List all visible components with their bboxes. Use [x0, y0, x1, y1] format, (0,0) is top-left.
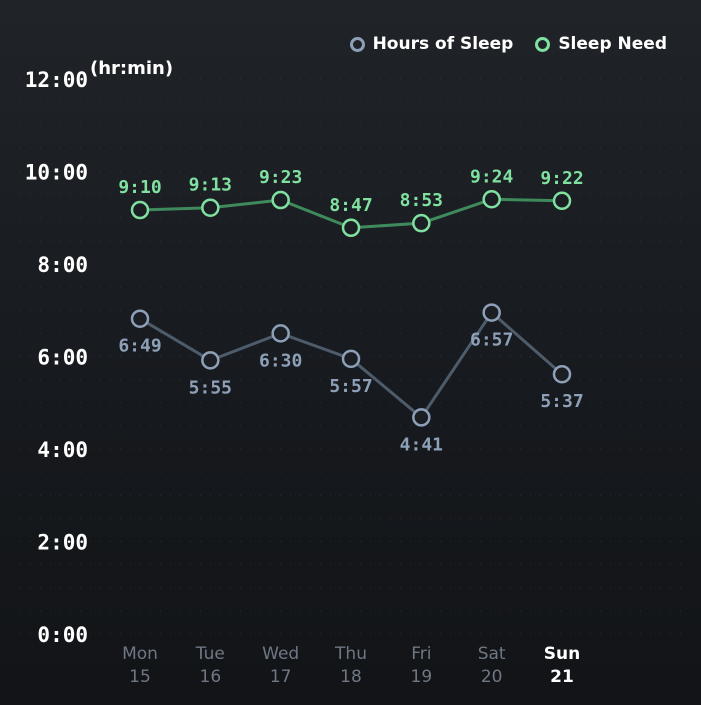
y-tick-label: 12:00	[25, 68, 88, 92]
y-tick-label: 0:00	[37, 623, 88, 647]
hours-of-sleep-swatch-icon	[349, 36, 365, 52]
hours-of-sleep-point	[341, 349, 361, 369]
x-tick-day-label: Tue	[195, 644, 225, 664]
sleep-need-point	[271, 190, 290, 210]
x-tick-date-label: 16	[200, 667, 222, 687]
hours-of-sleep-data-label: 5:37	[540, 391, 583, 412]
sleep-need-point	[341, 218, 361, 238]
y-tick-label: 10:00	[25, 161, 88, 185]
x-tick-date-label: 18	[340, 667, 362, 687]
sleep-need-data-label: 9:22	[540, 168, 583, 189]
x-tick-day-label: Wed	[262, 644, 299, 664]
sleep-need-data-label: 9:13	[189, 175, 232, 196]
hours-of-sleep-point	[271, 324, 290, 343]
sleep-need-swatch-icon	[535, 36, 551, 52]
hours-of-sleep-point	[201, 351, 220, 370]
legend-item-sleep-need[interactable]: Sleep Need	[535, 34, 667, 54]
y-axis-unit-label: (hr:min)	[90, 58, 174, 79]
x-tick-date-label: 20	[481, 667, 503, 687]
sleep-need-point	[201, 198, 220, 217]
legend: Hours of Sleep Sleep Need	[349, 34, 667, 54]
x-tick-day-label: Fri	[411, 644, 431, 664]
hours-of-sleep-point	[130, 309, 150, 328]
x-tick-day-label: Thu	[334, 644, 367, 664]
sleep-need-data-label: 9:10	[118, 177, 161, 198]
legend-item-hours-of-sleep[interactable]: Hours of Sleep	[349, 34, 514, 54]
sleep-need-data-label: 9:23	[259, 167, 302, 188]
x-tick-day-label: Mon	[122, 644, 158, 664]
hours-of-sleep-data-label: 6:57	[470, 330, 513, 351]
sleep-need-point	[130, 200, 150, 220]
hours-of-sleep-point	[552, 364, 572, 384]
hours-of-sleep-point	[482, 303, 501, 322]
hours-of-sleep-point	[412, 408, 431, 427]
hours-of-sleep-data-label: 5:55	[189, 377, 232, 398]
sleep-need-point	[482, 190, 501, 209]
y-tick-label: 2:00	[37, 531, 88, 555]
hours-of-sleep-data-label: 6:30	[259, 350, 302, 371]
hours-of-sleep-data-label: 4:41	[400, 434, 443, 455]
x-tick-day-label: Sat	[478, 644, 506, 664]
y-tick-label: 6:00	[37, 346, 88, 370]
y-tick-label: 4:00	[37, 438, 88, 462]
sleep-need-point	[552, 191, 572, 211]
x-tick-date-label: 17	[270, 667, 292, 687]
legend-label-hours-of-sleep: Hours of Sleep	[372, 34, 514, 54]
sleep-need-data-label: 8:47	[329, 195, 372, 216]
x-tick-date-label: 19	[411, 667, 433, 687]
x-tick-date-label: 21	[550, 667, 574, 687]
x-tick-day-label: Sun	[544, 644, 580, 664]
legend-label-sleep-need: Sleep Need	[558, 34, 667, 54]
sleep-need-point	[412, 213, 431, 233]
y-tick-label: 8:00	[37, 253, 88, 277]
sleep-need-data-label: 9:24	[470, 166, 514, 187]
hours-of-sleep-data-label: 5:57	[329, 376, 372, 397]
sleep-need-data-label: 8:53	[400, 190, 443, 211]
hours-of-sleep-data-label: 6:49	[118, 336, 161, 357]
x-tick-date-label: 15	[129, 667, 151, 687]
